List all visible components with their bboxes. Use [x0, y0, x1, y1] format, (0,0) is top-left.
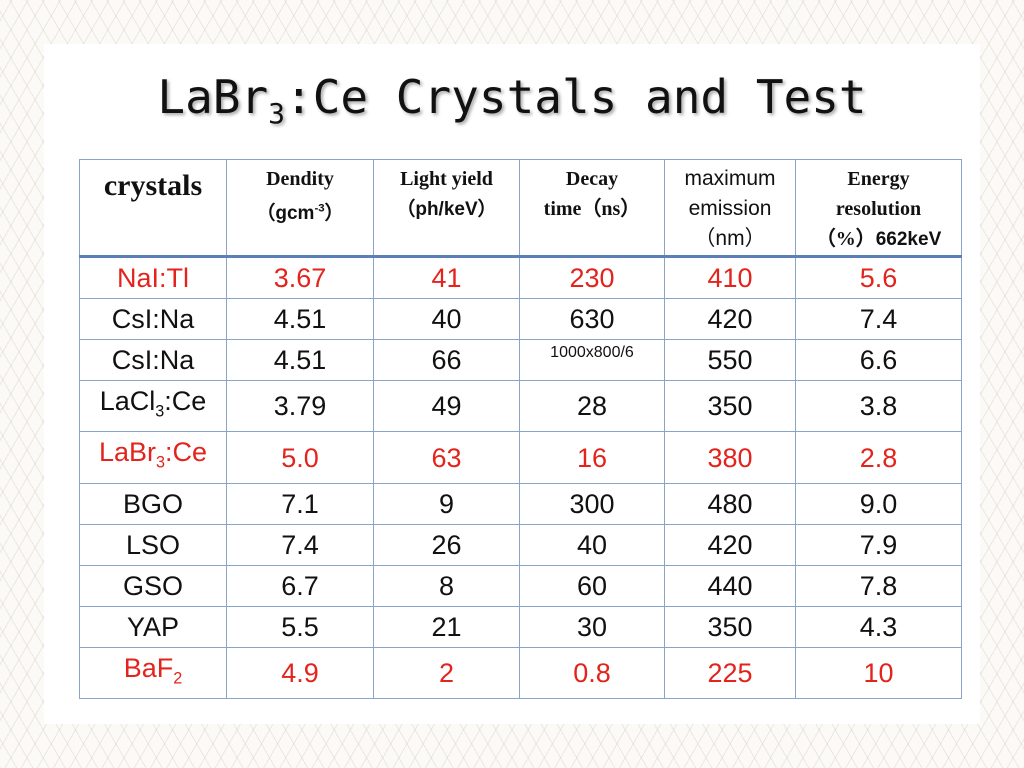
cell-resolution: 2.8 [795, 431, 962, 484]
cell-resolution: 5.6 [795, 256, 962, 299]
cell-crystal: LaBr3:Ce [79, 431, 227, 484]
cell-decay-time: 230 [519, 256, 665, 299]
table-row: BGO 7.1 9 300 480 9.0 [79, 482, 962, 525]
cell-light-yield: 49 [373, 379, 520, 433]
cell-emission: 420 [664, 523, 796, 566]
cell-crystal: BaF2 [79, 646, 227, 700]
header-maximum-emission: maximum emission （nm） [664, 159, 796, 258]
cell-emission: 480 [664, 482, 796, 525]
cell-resolution: 6.6 [795, 339, 962, 381]
cell-density: 3.79 [226, 379, 374, 433]
table-row: LSO 7.4 26 40 420 7.9 [79, 523, 962, 566]
cell-crystal: CsI:Na [79, 298, 227, 340]
cell-emission: 380 [664, 431, 796, 484]
header-energy-resolution: Energy resolution （%）662keV [795, 159, 962, 258]
table-row: GSO 6.7 8 60 440 7.8 [79, 564, 962, 607]
cell-density: 5.0 [226, 431, 374, 484]
cell-emission: 350 [664, 605, 796, 648]
cell-density: 6.7 [226, 564, 374, 607]
header-decay-time: Decay time（ns） [519, 159, 665, 258]
table-row: YAP 5.5 21 30 350 4.3 [79, 605, 962, 648]
table-header-row: crystals Dendity （gcm-3） Light yield （ph… [79, 159, 962, 258]
cell-resolution: 10 [795, 646, 962, 700]
cell-crystal: CsI:Na [79, 339, 227, 381]
cell-emission: 225 [664, 646, 796, 700]
cell-light-yield: 40 [373, 298, 520, 340]
cell-light-yield: 9 [373, 482, 520, 525]
cell-light-yield: 8 [373, 564, 520, 607]
table-row: CsI:Na 4.51 66 1000x800/6 550 6.6 [79, 339, 962, 381]
cell-decay-time: 300 [519, 482, 665, 525]
cell-decay-time: 60 [519, 564, 665, 607]
cell-decay-time: 16 [519, 431, 665, 484]
cell-emission: 420 [664, 298, 796, 340]
cell-resolution: 7.4 [795, 298, 962, 340]
header-crystals: crystals [79, 159, 227, 258]
cell-decay-time: 630 [519, 298, 665, 340]
header-light-yield: Light yield （ph/keV） [373, 159, 520, 258]
crystal-properties-table: crystals Dendity （gcm-3） Light yield （ph… [79, 159, 962, 700]
cell-light-yield: 66 [373, 339, 520, 381]
cell-crystal: YAP [79, 605, 227, 648]
table-row: BaF2 4.9 2 0.8 225 10 [79, 646, 962, 700]
table-row: LaBr3:Ce 5.0 63 16 380 2.8 [79, 431, 962, 484]
cell-light-yield: 26 [373, 523, 520, 566]
cell-light-yield: 63 [373, 431, 520, 484]
cell-light-yield: 21 [373, 605, 520, 648]
cell-resolution: 3.8 [795, 379, 962, 433]
cell-resolution: 9.0 [795, 482, 962, 525]
cell-emission: 440 [664, 564, 796, 607]
cell-decay-time: 1000x800/6 [519, 339, 665, 381]
cell-crystal: GSO [79, 564, 227, 607]
cell-crystal: BGO [79, 482, 227, 525]
cell-light-yield: 2 [373, 646, 520, 700]
cell-decay-time: 28 [519, 379, 665, 433]
cell-density: 4.51 [226, 298, 374, 340]
cell-resolution: 4.3 [795, 605, 962, 648]
cell-density: 4.51 [226, 339, 374, 381]
cell-crystal: LaCl3:Ce [79, 379, 227, 433]
cell-emission: 550 [664, 339, 796, 381]
cell-density: 4.9 [226, 646, 374, 700]
cell-crystal: NaI:Tl [79, 256, 227, 299]
cell-resolution: 7.9 [795, 523, 962, 566]
cell-decay-time: 30 [519, 605, 665, 648]
table-row: LaCl3:Ce 3.79 49 28 350 3.8 [79, 379, 962, 433]
cell-density: 7.4 [226, 523, 374, 566]
cell-emission: 350 [664, 379, 796, 433]
cell-resolution: 7.8 [795, 564, 962, 607]
cell-density: 3.67 [226, 256, 374, 299]
cell-decay-time: 40 [519, 523, 665, 566]
table-row: NaI:Tl 3.67 41 230 410 5.6 [79, 256, 962, 299]
slide-title: LaBr3:Ce Crystals and Test [157, 70, 867, 131]
header-density: Dendity （gcm-3） [226, 159, 374, 258]
cell-emission: 410 [664, 256, 796, 299]
cell-density: 7.1 [226, 482, 374, 525]
cell-crystal: LSO [79, 523, 227, 566]
cell-density: 5.5 [226, 605, 374, 648]
cell-light-yield: 41 [373, 256, 520, 299]
table-row: CsI:Na 4.51 40 630 420 7.4 [79, 298, 962, 340]
cell-decay-time: 0.8 [519, 646, 665, 700]
